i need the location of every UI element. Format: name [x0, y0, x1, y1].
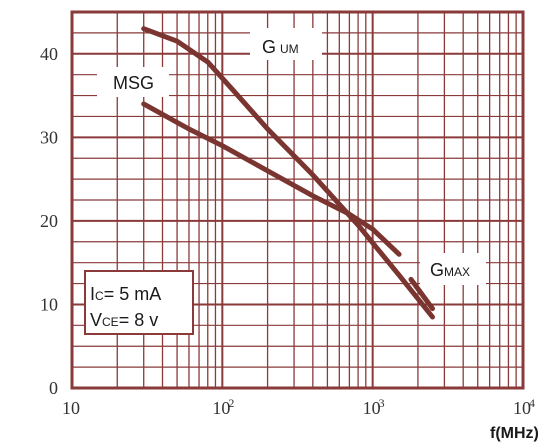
plot-border — [70, 10, 525, 390]
x-axis-label: f(MHz) — [490, 425, 539, 442]
x-tick-label: 104 — [513, 396, 535, 418]
msg-label-bg — [97, 67, 169, 97]
curves — [141, 26, 435, 320]
condition-box — [84, 270, 194, 335]
grid — [71, 12, 523, 388]
gmax-curve — [408, 276, 435, 312]
y-axis-ticks: 0 10 20 30 40 — [40, 44, 58, 398]
condition-ic: IC= 5 mA — [90, 284, 161, 304]
x-tick-label: 103 — [363, 396, 385, 418]
x-axis-ticks: 10 102 103 104 — [62, 396, 535, 418]
series-label-gmax: GMAX — [430, 260, 470, 280]
x-tick-label: 102 — [212, 396, 234, 418]
series-label-gum: G UM — [262, 37, 299, 57]
series-label-msg: MSG — [113, 73, 154, 93]
x-tick-label: 10 — [62, 398, 80, 418]
y-tick-label: 20 — [40, 211, 58, 231]
gmax-label-bg — [420, 253, 486, 285]
msg-curve — [141, 101, 402, 257]
plot-frame — [70, 10, 525, 390]
gum-curve — [141, 26, 435, 320]
gum-label-bg — [250, 28, 322, 60]
y-tick-label: 40 — [40, 44, 58, 64]
y-tick-label: 0 — [49, 378, 58, 398]
condition-vce: VCE= 8 v — [90, 310, 158, 330]
y-tick-label: 10 — [40, 294, 58, 314]
y-tick-label: 30 — [40, 127, 58, 147]
